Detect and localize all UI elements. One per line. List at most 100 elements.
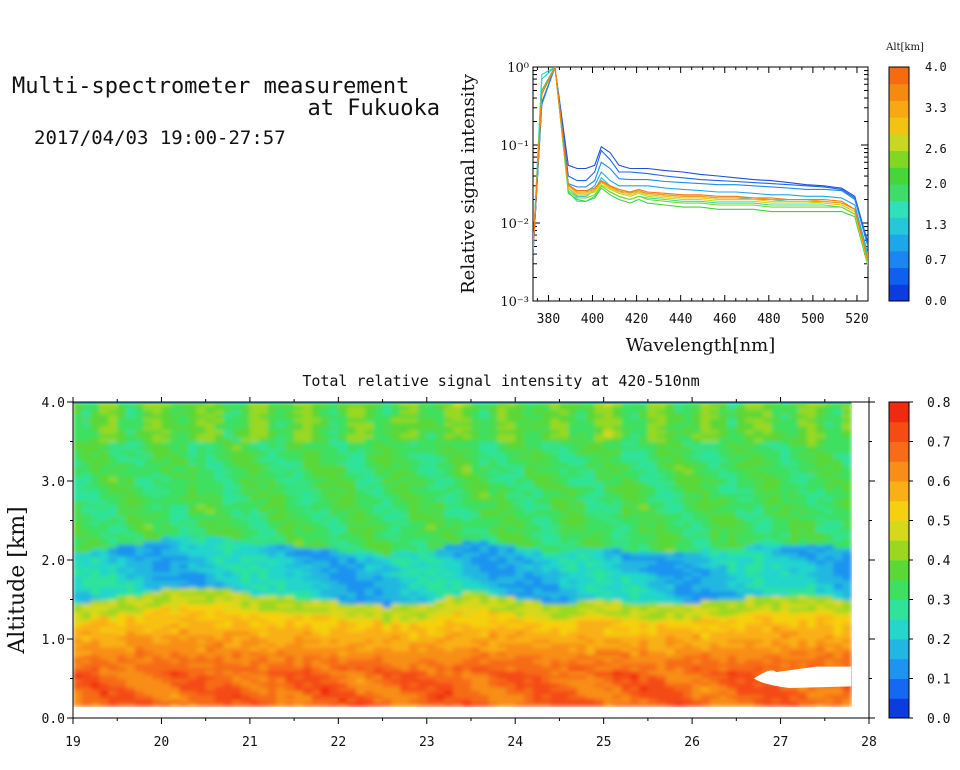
heatmap-cell (586, 457, 596, 462)
heatmap-cell (435, 599, 445, 604)
heatmap-cell (285, 548, 295, 553)
heatmap-cell (541, 631, 552, 636)
heatmap-cell (143, 587, 154, 593)
heatmap-cell (471, 575, 481, 581)
heatmap-cell (577, 615, 587, 620)
heatmap-cell (559, 556, 569, 561)
heatmap-cell (90, 607, 101, 612)
heatmap-cell (303, 575, 313, 581)
heatmap-cell (223, 690, 233, 695)
heatmap-cell (126, 441, 136, 446)
heatmap-cell (532, 516, 543, 522)
heatmap-cell (435, 579, 445, 585)
heatmap-cell (488, 457, 499, 462)
heatmap-cell (232, 469, 242, 474)
heatmap-cell (515, 567, 525, 573)
heatmap-cell (196, 524, 207, 530)
heatmap-cell (143, 520, 154, 526)
heatmap-cell (435, 520, 445, 526)
heatmap-cell (329, 457, 339, 462)
heatmap-cell (73, 457, 83, 462)
heatmap-cell (241, 560, 251, 565)
heatmap-cell (81, 461, 92, 466)
heatmap-cell (532, 587, 543, 593)
heatmap-cell (568, 595, 578, 601)
heatmap-cell (541, 642, 552, 648)
heatmap-cell (471, 674, 481, 680)
heatmap-cell (90, 536, 101, 541)
heatmap-cell (488, 429, 499, 435)
heatmap-cell (205, 406, 216, 411)
heatmap-cell (364, 670, 375, 676)
heatmap-cell (373, 496, 384, 502)
heatmap-cell (541, 567, 552, 573)
heatmap-cell (515, 635, 525, 640)
heatmap-cell (382, 607, 392, 612)
heatmap-cell (90, 417, 101, 423)
heatmap-cell (550, 658, 560, 664)
heatmap-cell (294, 583, 304, 589)
heatmap-cell (559, 658, 569, 664)
heatmap-cell (267, 560, 277, 565)
heatmap-cell (594, 567, 605, 573)
heatmap-cell (205, 623, 216, 628)
heatmap-cell (471, 627, 481, 632)
heatmap-cell (214, 678, 224, 684)
heatmap-cell (550, 441, 560, 446)
heatmap-cell (488, 540, 499, 545)
heatmap-cell (179, 575, 189, 581)
heatmap-cell (232, 627, 242, 632)
heatmap-cell (152, 658, 162, 664)
heatmap-cell (400, 575, 410, 581)
heatmap-cell (108, 465, 118, 470)
heatmap-cell (329, 646, 339, 652)
heatmap-cell (232, 690, 242, 695)
heatmap-cell (311, 425, 322, 431)
heatmap-cell (108, 548, 118, 553)
heatmap-cell (541, 623, 552, 628)
heatmap-cell (594, 603, 605, 608)
heatmap-cell (356, 536, 366, 541)
heatmap-cell (400, 413, 410, 419)
heatmap-cell (568, 421, 578, 427)
heatmap-cell (453, 611, 463, 616)
heatmap-cell (382, 437, 392, 443)
heatmap-cell (143, 627, 154, 632)
heatmap-cell (453, 453, 463, 458)
heatmap-cell (435, 567, 445, 573)
heatmap-cell (356, 437, 366, 443)
heatmap-cell (179, 698, 189, 703)
heatmap-cell (267, 627, 277, 632)
heatmap-cell (471, 500, 481, 506)
heatmap-cell (152, 654, 162, 660)
heatmap-cell (559, 702, 569, 707)
heatmap-cell (435, 556, 445, 561)
heatmap-cell (294, 686, 304, 691)
heatmap-cell (479, 433, 490, 439)
heatmap-cell (223, 500, 233, 506)
heatmap-cell (205, 631, 216, 636)
heatmap-cell (391, 591, 401, 597)
heatmap-cell (73, 587, 83, 593)
heatmap-cell (258, 516, 269, 522)
heatmap-cell (303, 591, 313, 597)
heatmap-cell (267, 473, 277, 478)
heatmap-cell (294, 508, 304, 514)
heatmap-cell (276, 485, 286, 490)
heatmap-cell (479, 532, 490, 537)
heatmap-cell (453, 654, 463, 660)
heatmap-cell (126, 520, 136, 526)
heatmap-cell (541, 425, 552, 431)
heatmap-cell (205, 702, 216, 707)
heatmap-cell (249, 682, 260, 687)
heatmap-cell (524, 674, 534, 680)
heatmap-cell (99, 508, 109, 514)
heatmap-cell (435, 481, 445, 486)
heatmap-cell (267, 674, 277, 680)
heatmap-cell (594, 413, 605, 419)
heatmap-cell (524, 453, 534, 458)
heatmap-cell (506, 591, 516, 597)
heatmap-cell (205, 492, 216, 498)
heatmap-cell (550, 429, 560, 435)
heatmap-cell (108, 425, 118, 431)
